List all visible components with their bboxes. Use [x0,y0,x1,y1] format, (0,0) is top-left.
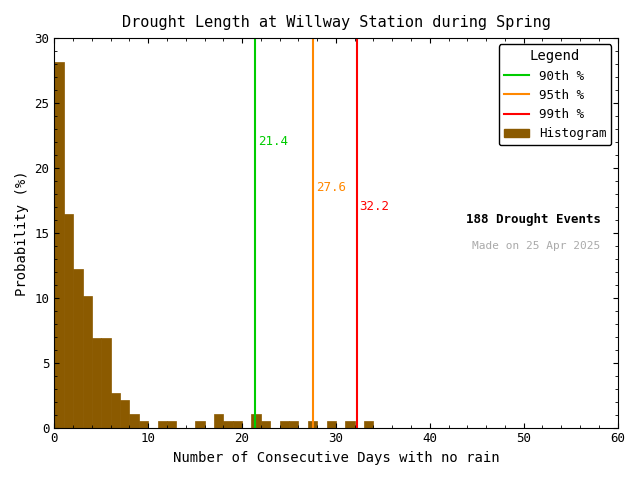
Bar [167,420,177,428]
Legend: 90th %, 95th %, 99th %, Histogram: 90th %, 95th %, 99th %, Histogram [499,44,611,145]
Bar [280,420,289,428]
Bar [326,420,336,428]
Text: 21.4: 21.4 [258,135,288,148]
Bar [64,214,73,428]
Bar [223,420,233,428]
X-axis label: Number of Consecutive Days with no rain: Number of Consecutive Days with no rain [173,451,499,465]
Bar [289,420,298,428]
Bar [308,420,317,428]
Bar [73,269,83,428]
Bar [157,420,167,428]
Text: 32.2: 32.2 [360,200,389,214]
Bar [83,296,92,428]
Text: 188 Drought Events: 188 Drought Events [466,214,600,227]
Bar [139,420,148,428]
Bar [261,420,270,428]
Bar [233,420,242,428]
Text: 27.6: 27.6 [316,181,346,194]
Bar [111,393,120,428]
Bar [195,420,205,428]
Title: Drought Length at Willway Station during Spring: Drought Length at Willway Station during… [122,15,550,30]
Bar [214,414,223,428]
Bar [346,420,355,428]
Bar [129,414,139,428]
Bar [364,420,374,428]
Bar [120,400,129,428]
Bar [101,338,111,428]
Bar [252,414,261,428]
Bar [54,61,64,428]
Bar [92,338,101,428]
Y-axis label: Probability (%): Probability (%) [15,170,29,296]
Text: Made on 25 Apr 2025: Made on 25 Apr 2025 [472,240,600,251]
